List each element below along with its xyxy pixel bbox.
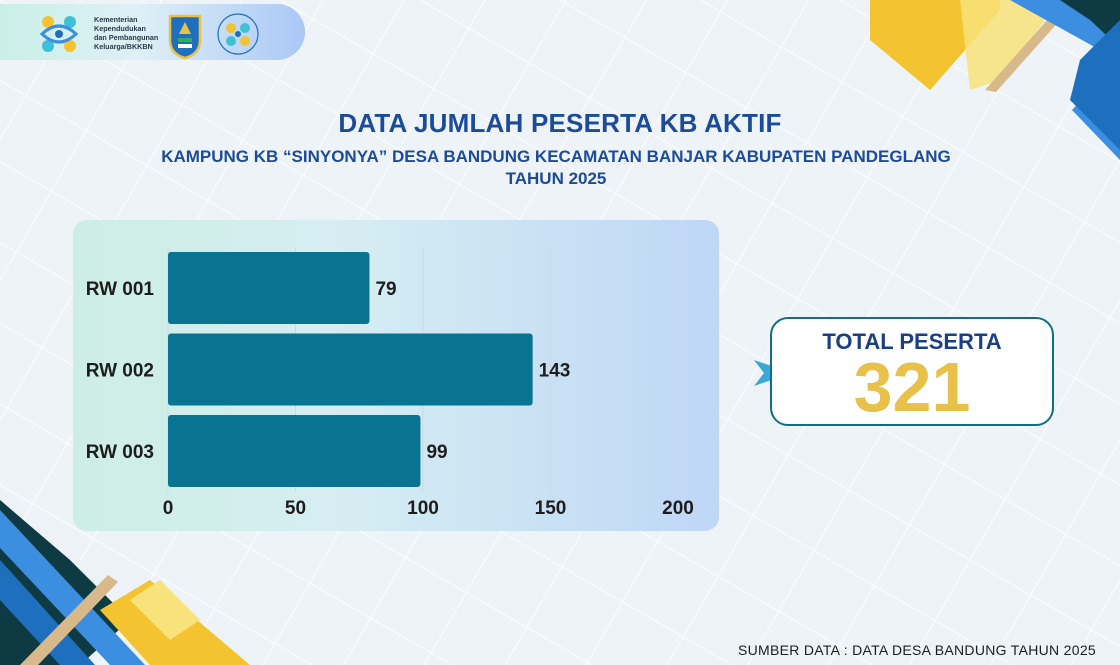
data-label: 143 bbox=[539, 361, 571, 382]
data-label: 79 bbox=[375, 279, 396, 300]
bkkbn-logo-icon bbox=[39, 16, 79, 52]
subtitle-line: TAHUN 2025 bbox=[505, 169, 607, 188]
x-tick-label: 0 bbox=[163, 498, 174, 519]
chart-bars bbox=[168, 252, 533, 487]
x-tick-label: 50 bbox=[285, 498, 306, 519]
ministry-line: Keluarga/BKKBN bbox=[94, 42, 153, 51]
x-tick-label: 100 bbox=[407, 498, 439, 519]
balai-penyuluhan-kb-logo-icon bbox=[217, 13, 259, 55]
ministry-line: Kependudukan bbox=[94, 24, 146, 33]
bar bbox=[168, 333, 533, 406]
bar bbox=[168, 252, 370, 324]
ministry-name: Kementerian Kependudukan dan Pembangunan… bbox=[94, 15, 158, 51]
page-subtitle: KAMPUNG KB “SINYONYA” DESA BANDUNG KECAM… bbox=[0, 146, 1112, 190]
subtitle-line: KAMPUNG KB “SINYONYA” DESA BANDUNG KECAM… bbox=[161, 147, 951, 166]
data-label: 99 bbox=[426, 442, 447, 463]
ministry-line: Kementerian bbox=[94, 15, 138, 24]
category-label: RW 002 bbox=[86, 361, 154, 382]
bar bbox=[168, 415, 421, 487]
total-value: 321 bbox=[853, 348, 971, 426]
chart-labels: 0 50 100 150 200 RW 001 79 RW 002 143 RW 003 99 bbox=[86, 279, 694, 519]
ministry-line: dan Pembangunan bbox=[94, 33, 159, 42]
header-logo-bar: Kementerian Kependudukan dan Pembangunan… bbox=[0, 4, 305, 60]
category-label: RW 001 bbox=[86, 279, 155, 300]
page-title: DATA JUMLAH PESERTA KB AKTIF bbox=[338, 108, 782, 138]
category-label: RW 003 bbox=[86, 442, 154, 463]
total-participants-card: TOTAL PESERTA 321 bbox=[770, 317, 1054, 426]
x-tick-label: 200 bbox=[662, 498, 694, 519]
total-label: TOTAL PESERTA bbox=[822, 329, 1002, 354]
x-tick-label: 150 bbox=[535, 498, 567, 519]
data-source-note: SUMBER DATA : DATA DESA BANDUNG TAHUN 20… bbox=[737, 642, 1096, 658]
pandeglang-emblem-icon bbox=[168, 14, 202, 60]
